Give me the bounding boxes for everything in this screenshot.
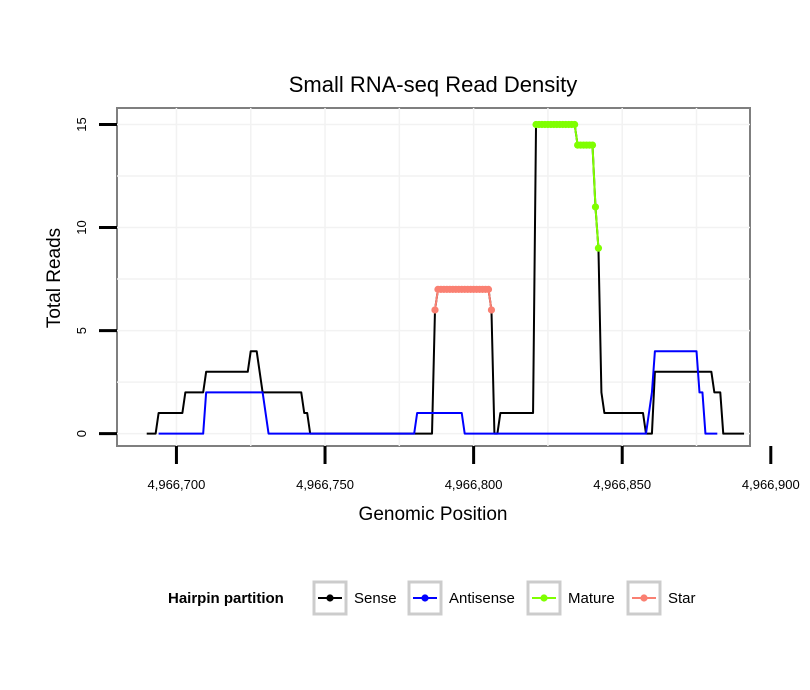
legend-key-dot [326, 594, 334, 602]
y-tick-label: 0 [74, 430, 89, 437]
x-axis-label: Genomic Position [359, 504, 508, 525]
chart-title: Small RNA-seq Read Density [289, 72, 578, 97]
x-tick-label: 4,966,900 [742, 477, 800, 492]
x-tick-label: 4,966,800 [445, 477, 503, 492]
legend-item-antisense: Antisense [407, 580, 515, 616]
data-point-mature [594, 244, 603, 252]
series-group [146, 120, 745, 435]
legend-label: Star [668, 590, 696, 607]
data-point-mature [588, 141, 597, 149]
legend-title: Hairpin partition [168, 590, 284, 607]
legend-key-dot [640, 594, 648, 602]
y-tick-label: 10 [74, 220, 89, 234]
legend-label: Mature [568, 590, 615, 607]
legend-key-dot [421, 594, 429, 602]
legend-item-mature: Mature [526, 580, 615, 616]
y-tick-label: 15 [74, 117, 89, 131]
x-tick-label: 4,966,700 [148, 477, 206, 492]
series-line-antisense [158, 350, 718, 435]
x-tick-label: 4,966,750 [296, 477, 354, 492]
data-point-star [487, 306, 496, 314]
legend-item-star: Star [626, 580, 696, 616]
legend-key-dot [540, 594, 548, 602]
data-point-mature [591, 203, 600, 211]
legend: Hairpin partition Sense Antisense Mature St… [168, 580, 696, 616]
y-tick-label: 5 [74, 327, 89, 334]
legend-label: Antisense [449, 590, 515, 607]
data-point-mature [571, 120, 579, 129]
x-tick-label: 4,966,850 [593, 477, 651, 492]
legend-item-sense: Sense [312, 580, 397, 616]
legend-label: Sense [354, 590, 397, 607]
data-point-star [484, 285, 493, 293]
x-axis: 4,966,700 4,966,750 4,966,800 4,966,850 4,96… [148, 446, 800, 492]
y-axis: 0 5 10 15 [74, 117, 117, 437]
data-point-star [431, 306, 439, 314]
y-axis-label: Total Reads [44, 228, 65, 328]
